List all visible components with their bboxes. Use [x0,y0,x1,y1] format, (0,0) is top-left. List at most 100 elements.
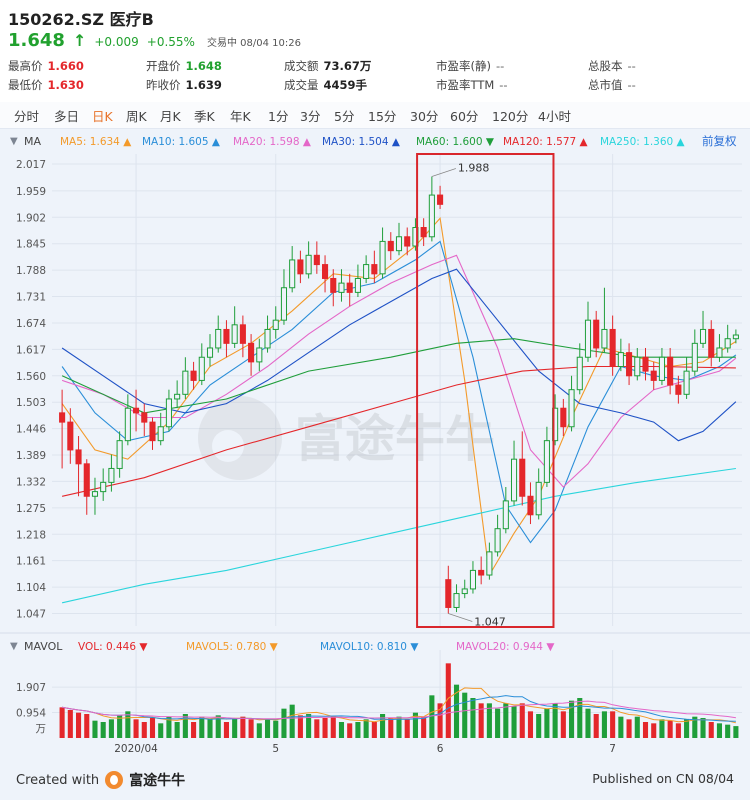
candle-body [100,481,107,493]
candle-body [437,194,444,205]
volume-bar [445,663,451,738]
tab-period[interactable]: 多日 [54,109,80,124]
stat-item: 最低价 1.630 [8,77,84,93]
watermark-logo-cutout [212,430,244,462]
volume-bar [462,692,468,738]
volume-bar [519,703,525,738]
stat-label: 总股本 [588,59,623,73]
volume-bar [601,711,607,738]
candle-body [330,277,337,293]
candle-body [724,338,731,349]
tab-period[interactable]: 30分 [410,109,439,124]
candle-body [149,421,156,442]
candle-body [593,319,600,349]
footer-brand: 富途牛牛 [129,773,186,789]
volume-bar [117,715,123,738]
watermark-logo-icon [198,396,282,480]
tab-period[interactable]: 4小时 [538,109,571,124]
stat-item: 总市值 -- [588,77,636,93]
candle-body [601,328,608,349]
volume-bar [92,720,98,738]
vol-unit-label: 万 [36,723,47,735]
candle-body [691,342,698,372]
volume-bar [585,708,591,738]
tab-period[interactable]: 分时 [14,109,40,124]
legend-bar [0,128,750,152]
candle-body [453,593,460,608]
volume-bar [347,723,353,738]
stat-item: 最高价 1.660 [8,58,84,74]
stat-value: 1.639 [185,78,222,92]
footer: Created with 富途牛牛 Published on CN 08/04 [0,760,750,800]
candle-body [108,467,115,483]
volume-bar [437,703,443,738]
volume-bar [297,715,303,738]
stat-item: 市盈率TTM -- [436,77,508,93]
x-tick-label: 2020/04 [114,743,158,755]
volume-bar [684,719,690,738]
volume-bar [478,703,484,738]
tab-period[interactable]: 周K [126,109,147,124]
candle-body [264,328,271,349]
stat-item: 总股本 -- [588,58,636,74]
tab-period[interactable]: 3分 [300,109,321,124]
candle-body [67,421,74,451]
stat-item: 昨收价 1.639 [146,77,222,93]
volume-bar [125,711,131,738]
y-tick-label: 1.446 [16,424,46,436]
collapse-triangle-icon: ▼ [10,641,18,652]
tab-period[interactable]: 1分 [268,109,289,124]
candle-body [371,264,378,275]
stat-item: 成交量 4459手 [284,77,367,93]
ma-line-ma30 [61,268,737,442]
tab-period[interactable]: 120分 [492,109,529,124]
ma-line-ma250 [61,467,736,604]
legend-item: MA5: 1.634 ▲ [60,136,132,148]
candle-body [198,356,205,381]
volume-bar [371,722,377,738]
legend-item: MA120: 1.577 ▲ [503,136,589,148]
volume-bar [84,714,90,738]
volume-bar [306,714,312,738]
stat-value: 1.630 [47,78,84,92]
volume-bar [659,719,665,738]
volume-bar [404,719,410,738]
ma-line-ma20 [61,254,737,488]
tab-period[interactable]: 5分 [334,109,355,124]
y-tick-label: 1.560 [16,371,46,383]
legend-item: MA60: 1.600 ▼ [416,136,495,148]
volume-bar [412,712,418,738]
stat-label: 昨收价 [146,78,181,92]
volume-bar [355,722,361,738]
volume-bar [207,719,213,738]
stat-value: 1.660 [47,59,84,73]
candle-body [83,463,90,497]
tab-period[interactable]: 年K [230,109,251,124]
tab-period[interactable]: 15分 [368,109,397,124]
y-tick-label: 1.389 [16,450,46,462]
volume-bar [281,708,287,738]
tab-period[interactable]: 季K [194,109,215,124]
volume-bar [264,719,271,738]
volume-bar [149,718,156,738]
collapse-triangle-icon: ▼ [10,136,18,147]
volume-bar [133,719,139,738]
volume-bar [141,722,147,738]
stat-label: 总市值 [588,78,623,92]
candle-body [634,356,641,377]
volume-bar [651,723,657,738]
volume-bar [692,716,698,738]
tab-period[interactable]: 日K [92,109,113,124]
tab-period[interactable]: 60分 [450,109,479,124]
kline-chart[interactable]: ▼ MA MA5: 1.634 ▲ MA10: 1.605 ▲ MA20: 1.598 … [0,127,750,760]
y-tick-label: 1.902 [16,212,46,224]
stat-item: 成交额 73.67万 [284,58,371,74]
candle-body [535,481,542,516]
candle-body [527,495,534,516]
volume-bar [675,723,681,738]
tab-period[interactable]: 月K [160,109,181,124]
annotation-low: 1.047 [474,615,506,628]
candle-body [248,342,255,363]
candle-body [190,370,197,381]
watermark-text: 富途牛牛 [295,410,495,468]
